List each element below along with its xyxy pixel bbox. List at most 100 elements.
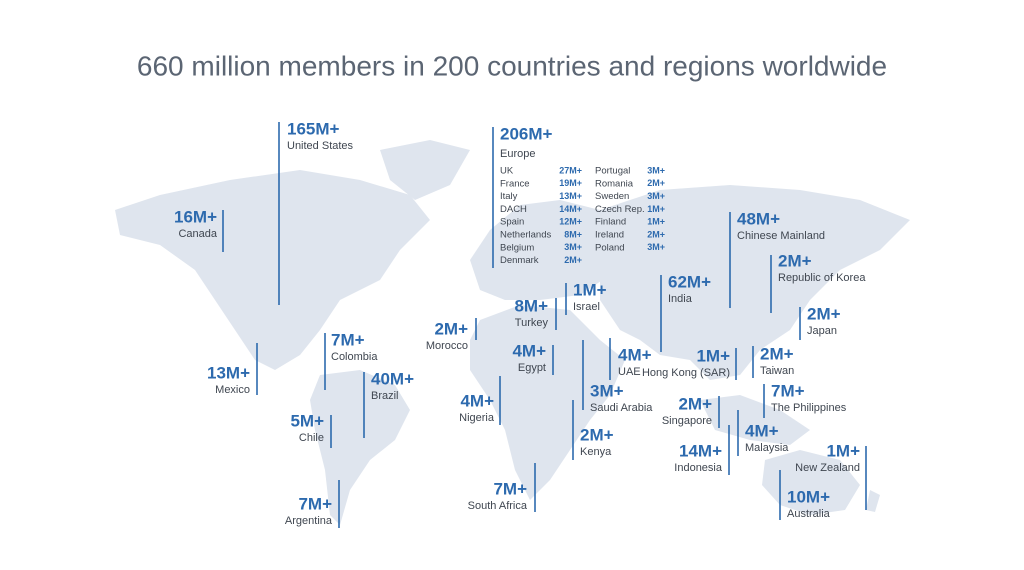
region-name: Canada: [178, 228, 217, 240]
southeast-asia: [700, 395, 810, 445]
country-name: Finland: [595, 217, 626, 228]
country-name: Romania: [595, 178, 634, 189]
region-value: 2M+: [580, 425, 614, 444]
region-name: Taiwan: [760, 365, 794, 377]
region-name: Argentina: [285, 515, 333, 527]
region-name: New Zealand: [795, 462, 860, 474]
region-value: 62M+: [668, 272, 711, 291]
region-name: Israel: [573, 301, 600, 313]
region-name: Europe: [500, 148, 535, 160]
region-value: 165M+: [287, 119, 340, 138]
country-value: 3M+: [564, 242, 582, 252]
country-name: UK: [500, 166, 514, 177]
country-name: Netherlands: [500, 230, 551, 241]
region-name: Mexico: [215, 384, 250, 396]
region-name: Egypt: [518, 362, 546, 374]
region-name: The Philippines: [771, 402, 847, 414]
region-name: Saudi Arabia: [590, 402, 653, 414]
region-name: United States: [287, 140, 354, 152]
country-name: Portugal: [595, 166, 630, 177]
region-value: 2M+: [807, 304, 841, 323]
country-value: 8M+: [564, 229, 582, 239]
country-value: 3M+: [647, 242, 665, 252]
region-name: Singapore: [662, 415, 712, 427]
region-value: 1M+: [696, 346, 730, 365]
region-name: Kenya: [580, 446, 612, 458]
region-name: Japan: [807, 325, 837, 337]
country-value: 14M+: [559, 204, 582, 214]
region-value: 48M+: [737, 209, 780, 228]
country-value: 2M+: [564, 255, 582, 265]
country-value: 2M+: [647, 229, 665, 239]
region-value: 1M+: [826, 441, 860, 460]
africa: [470, 305, 625, 500]
north-america: [115, 170, 430, 370]
region-value: 8M+: [514, 296, 548, 315]
region-value: 2M+: [678, 394, 712, 413]
region-name: Nigeria: [459, 412, 495, 424]
country-value: 1M+: [647, 204, 665, 214]
region-name: India: [668, 293, 693, 305]
region-name: Morocco: [426, 340, 468, 352]
region-value: 1M+: [573, 280, 607, 299]
region-name: Hong Kong (SAR): [642, 367, 730, 379]
country-name: Italy: [500, 191, 518, 202]
europe: [470, 200, 620, 300]
region-name: Republic of Korea: [778, 272, 866, 284]
region-value: 10M+: [787, 487, 830, 506]
region-value: 4M+: [460, 391, 494, 410]
region-name: South Africa: [468, 500, 528, 512]
country-value: 13M+: [559, 191, 582, 201]
asia: [600, 185, 910, 380]
greenland: [380, 140, 470, 200]
region-name: UAE: [618, 366, 641, 378]
world-map: [115, 140, 910, 525]
region-value: 7M+: [298, 494, 332, 513]
region-value: 2M+: [778, 251, 812, 270]
australia: [762, 450, 860, 515]
country-value: 27M+: [559, 165, 582, 175]
region-name: Colombia: [331, 351, 378, 363]
country-name: Belgium: [500, 242, 534, 253]
country-name: Ireland: [595, 230, 624, 241]
country-name: Spain: [500, 217, 524, 228]
country-name: Sweden: [595, 191, 629, 202]
region-name: Malaysia: [745, 442, 789, 454]
country-name: Czech Rep.: [595, 204, 645, 215]
region-name: Australia: [787, 508, 831, 520]
region-name: Turkey: [515, 317, 549, 329]
country-name: Poland: [595, 242, 625, 253]
region-value: 4M+: [618, 345, 652, 364]
country-value: 3M+: [647, 165, 665, 175]
country-value: 19M+: [559, 178, 582, 188]
country-name: DACH: [500, 204, 527, 215]
country-value: 3M+: [647, 191, 665, 201]
region-name: Brazil: [371, 390, 399, 402]
region-value: 5M+: [290, 411, 324, 430]
region-value: 7M+: [493, 479, 527, 498]
region-value: 2M+: [434, 319, 468, 338]
region-value: 4M+: [512, 341, 546, 360]
region-value: 7M+: [331, 330, 365, 349]
region-name: Chile: [299, 432, 324, 444]
country-value: 1M+: [647, 217, 665, 227]
new-zealand: [866, 490, 880, 512]
region-value: 206M+: [500, 124, 553, 143]
region-value: 4M+: [745, 421, 779, 440]
country-value: 12M+: [559, 217, 582, 227]
region-name: Chinese Mainland: [737, 230, 825, 242]
country-value: 2M+: [647, 178, 665, 188]
country-name: Denmark: [500, 255, 539, 266]
region-value: 16M+: [174, 207, 217, 226]
title: 660 million members in 200 countries and…: [137, 50, 887, 81]
region-value: 40M+: [371, 369, 414, 388]
country-name: France: [500, 178, 530, 189]
region-value: 7M+: [771, 381, 805, 400]
region-value: 2M+: [760, 344, 794, 363]
region-value: 3M+: [590, 381, 624, 400]
south-america: [310, 370, 410, 525]
region-name: Indonesia: [674, 462, 723, 474]
region-value: 14M+: [679, 441, 722, 460]
region-value: 13M+: [207, 363, 250, 382]
